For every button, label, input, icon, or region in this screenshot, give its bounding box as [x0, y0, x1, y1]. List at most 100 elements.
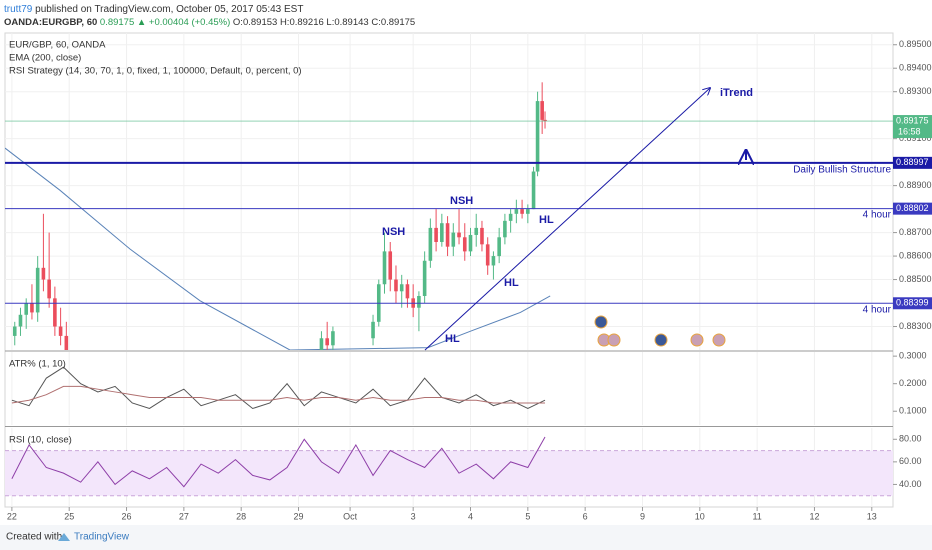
open: O:0.89153: [233, 17, 277, 28]
price: 0.89175: [100, 17, 134, 28]
x-tick-label: 11: [752, 511, 761, 521]
legend-entry: RSI (10, close): [9, 435, 72, 446]
candle-body: [58, 326, 63, 336]
legend-entry: EMA (200, close): [9, 53, 81, 64]
y-tick-label: 0.1000: [899, 406, 927, 416]
candle-body: [405, 284, 410, 299]
candle-body: [428, 227, 433, 261]
event-icon[interactable]: [607, 333, 621, 347]
event-icon[interactable]: [654, 333, 668, 347]
x-tick-label: Oct: [343, 511, 358, 521]
candle-body: [64, 335, 69, 350]
level-badge: [893, 202, 932, 215]
x-tick-label: 3: [411, 511, 416, 521]
y-tick-label: 0.88500: [899, 274, 932, 284]
annotation: HL: [539, 214, 554, 226]
candle-body: [531, 171, 536, 210]
candle-body: [468, 234, 473, 252]
x-tick-label: 6: [583, 511, 588, 521]
candle-body: [520, 209, 524, 214]
legend-entry: RSI Strategy (14, 30, 70, 1, 0, fixed, 1…: [9, 66, 302, 77]
candle-body: [508, 213, 513, 221]
legend-entry: ATR% (1, 10): [9, 359, 66, 370]
candle-body: [382, 251, 387, 285]
legend-entry: EUR/GBP, 60, OANDA: [9, 40, 106, 51]
candle-body: [485, 244, 490, 266]
low: L:0.89143: [326, 17, 368, 28]
x-tick-label: 22: [7, 511, 17, 521]
level-badge-label: 0.88399: [896, 298, 929, 308]
candle-body: [462, 237, 467, 252]
countdown-label: 16:58: [898, 126, 921, 136]
candle-body: [371, 321, 375, 339]
x-tick-label: 27: [179, 511, 189, 521]
candle-body: [540, 101, 544, 120]
annotation: 4 hour: [863, 210, 892, 221]
header-line: trutt79 published on TradingView.com, Oc…: [4, 4, 303, 15]
y-tick-label: 80.00: [899, 434, 922, 444]
close: C:0.89175: [371, 17, 415, 28]
candle-body: [399, 284, 404, 292]
candle-body: [319, 338, 324, 350]
annotation: HL: [504, 277, 519, 289]
x-tick-label: 12: [809, 511, 819, 521]
candle-body: [440, 223, 444, 242]
annotation: HL: [445, 333, 460, 345]
candle-body: [394, 279, 398, 292]
candle-body: [451, 232, 456, 247]
candle-body: [503, 220, 507, 238]
chart-frame: [4, 32, 894, 508]
change: ▲ +0.00404 (+0.45%): [137, 17, 230, 28]
candle-body: [30, 303, 34, 313]
candle-body: [417, 295, 421, 308]
annotation: Daily Bullish Structure: [793, 165, 891, 176]
trend-line: [424, 88, 710, 351]
candle-body: [53, 298, 57, 327]
pane: [5, 33, 893, 350]
footer-brand[interactable]: TradingView: [74, 532, 130, 543]
x-tick-label: 13: [867, 511, 877, 521]
level-badge-label: 0.88802: [896, 203, 929, 213]
candle-body: [388, 251, 393, 280]
annotation: NSH: [382, 226, 405, 238]
y-tick-label: 0.88900: [899, 180, 932, 190]
y-tick-label: 0.3000: [899, 351, 927, 361]
candle-body: [514, 209, 519, 214]
user[interactable]: trutt79: [4, 4, 33, 15]
series-line: [11, 366, 546, 410]
candle-body: [526, 209, 530, 214]
candle-body: [474, 227, 479, 235]
candle-body: [24, 303, 29, 315]
y-tick-label: 40.00: [899, 479, 922, 489]
level-badge-label: 0.88997: [896, 157, 929, 167]
x-tick-label: 5: [525, 511, 530, 521]
event-icon[interactable]: [594, 315, 608, 329]
event-icons[interactable]: [594, 315, 726, 347]
x-tick-label: 25: [64, 511, 74, 521]
x-tick-label: 26: [122, 511, 132, 521]
candle-body: [434, 227, 438, 242]
candle-body: [35, 267, 40, 313]
candle-body: [457, 232, 461, 238]
event-icon[interactable]: [712, 333, 726, 347]
x-tick-label: 10: [695, 511, 705, 521]
candle-body: [12, 326, 17, 336]
y-tick-label: 0.89400: [899, 63, 932, 73]
candle-body: [497, 237, 501, 257]
y-tick-label: 0.88600: [899, 250, 932, 260]
candle-body: [422, 260, 427, 296]
series-line: [11, 436, 546, 488]
candle-body: [331, 331, 335, 346]
candle-body: [41, 267, 46, 280]
series-line: [5, 147, 551, 350]
annotation: 4 hour: [863, 305, 892, 316]
footer-created: Created with: [6, 532, 62, 543]
level-badge: [893, 297, 932, 310]
pane: [5, 428, 893, 507]
y-tick-label: 0.89300: [899, 86, 932, 96]
candle-body: [491, 256, 496, 266]
quote-line: OANDA:EURGBP, 60 0.89175 ▲ +0.00404 (+0.…: [4, 17, 415, 28]
x-tick-label: 9: [640, 511, 645, 521]
event-icon[interactable]: [690, 333, 704, 347]
